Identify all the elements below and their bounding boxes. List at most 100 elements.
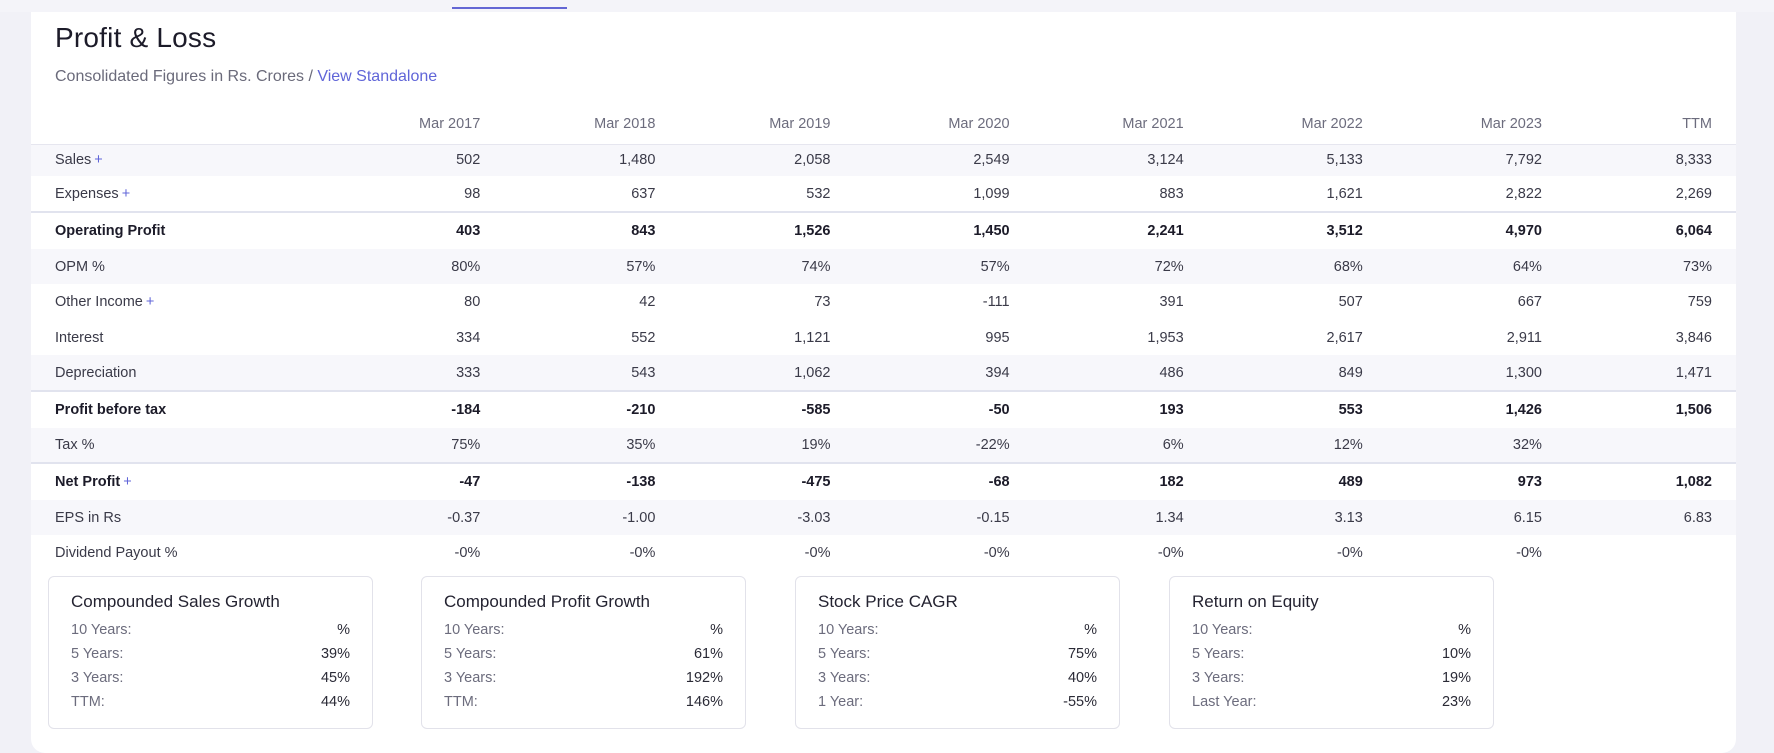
row-label[interactable]: Sales + [31,144,327,176]
table-cell: 1,953 [1147,329,1184,346]
box-row: Last Year: 23% [1192,690,1471,714]
row-label[interactable]: Expenses + [31,176,326,212]
box-row: TTM: 44% [71,690,350,714]
interest-row: Interest 334 552 1,121 995 1,953 2,617 2,911 3,8… [31,320,1736,355]
sales-row: Sales +502 1,480 2,058 2,549 3,124 5,133 7,792 8… [31,144,1736,176]
table-cell: 333 [326,355,505,391]
box-row: 5 Years: 75% [818,642,1097,666]
table-cell: 502 [326,144,505,176]
box-row-label: 3 Years: [71,670,124,686]
depreciation-row: Depreciation 333 543 1,062 394 486 849 1,300 1,4… [31,355,1736,391]
table-cell: 1,300 [1386,355,1566,391]
subtitle-text: Consolidated Figures in Rs. Crores [55,68,304,85]
table-cell: 1,062 [679,355,855,391]
table-cell: 6,064 [1565,211,1736,249]
column-header[interactable]: Mar 2021 [1033,104,1208,145]
row-label: OPM % [31,249,327,284]
box-row-label: 3 Years: [818,670,871,686]
table-cell: 3,846 [1675,329,1712,346]
table-cell: 1,621 [1326,185,1363,202]
box-row-value: % [1458,622,1471,638]
box-row-label: 5 Years: [1192,646,1245,662]
net-profit-row: Net Profit + -47 -138 -475 -68 182 489 973 1,082 [31,462,1736,500]
compounded-sales-growth-box: Compounded Sales Growth 10 Years:% 5 Years… [48,576,373,729]
row-label[interactable]: Net Profit + [31,462,327,500]
box-row: 5 Years: 10% [1192,642,1471,666]
table-cell: 553 [1207,390,1387,428]
compounded-profit-growth-box: Compounded Profit Growth 10 Years:% 5 Year… [421,576,746,729]
table-cell: 1,121 [794,329,831,346]
box-row-label: 3 Years: [1192,670,1245,686]
table-cell: -0.37 [326,500,505,535]
table-cell [1566,535,1736,571]
column-header[interactable]: Mar 2022 [1207,104,1387,145]
table-cell: 532 [806,185,831,202]
row-label-text: Depreciation [55,364,137,381]
table-cell: 57% [854,249,1034,284]
row-label-text: Dividend Payout % [55,545,178,561]
dividend-payout-row: Dividend Payout % -0% -0% -0% -0% -0% -0% -0% [31,535,1736,571]
column-header[interactable]: Mar 2023 [1386,104,1566,145]
box-row-value: % [337,622,350,638]
row-label-text: Operating Profit [55,223,166,239]
expand-plus-icon[interactable]: + [94,152,103,169]
table-cell: -0% [629,545,656,561]
column-header[interactable]: Mar 2020 [854,104,1034,145]
expand-plus-icon[interactable]: + [123,474,132,490]
expand-plus-icon[interactable]: + [121,185,131,202]
box-row-value: 10% [1441,646,1471,662]
section-title: Profit & Loss [55,22,217,53]
box-row-label: 5 Years: [71,646,124,662]
row-label: Profit before tax [31,390,327,428]
column-header[interactable]: TTM [1565,104,1736,145]
row-label: Tax % [31,428,327,463]
table-cell: 995 [985,329,1010,346]
column-header[interactable]: Mar 2018 [504,104,680,145]
row-label-text: Interest [55,329,104,346]
box-row: 10 Years:% [71,618,350,642]
view-standalone-link[interactable]: View Standalone [317,68,438,85]
column-header[interactable]: Mar 2019 [679,104,855,145]
table-cell: 73 [814,294,831,310]
header-label-cell [31,104,327,145]
box-row-label: 10 Years: [818,622,879,638]
box-row-label: 10 Years: [444,622,505,638]
expenses-row: Expenses +98 637 532 1,099 883 1,621 2,822 2,269 [31,176,1736,212]
expand-plus-icon[interactable]: + [145,294,155,310]
box-title: Compounded Sales Growth [71,592,280,611]
table-cell: 2,241 [1033,211,1208,249]
column-header[interactable]: Mar 2017 [326,104,505,145]
box-row: 10 Years:% [818,618,1097,642]
table-cell: 3,512 [1207,211,1387,249]
table-header-row: Mar 2017 Mar 2018 Mar 2019 Mar 2020 Mar … [31,104,1736,145]
box-row-value: 39% [320,646,350,662]
row-label-text: Sales [55,152,92,169]
table-cell: 7,792 [1386,144,1566,176]
table-cell: 2,549 [854,144,1034,176]
table-cell: -0% [1337,545,1363,561]
table-cell: 1.34 [1033,500,1208,535]
table-cell: 32% [1386,428,1566,463]
box-row-value: 146% [685,694,723,710]
table-cell: -1.00 [504,500,680,535]
row-label: Interest [31,320,326,355]
row-label[interactable]: Other Income + [31,284,326,320]
row-label-text: Profit before tax [55,402,167,418]
table-cell: 1,082 [1565,462,1736,500]
table-cell: -50 [854,390,1034,428]
eps-row: EPS in Rs -0.37 -1.00 -3.03 -0.15 1.34 3.13 6.1… [31,500,1736,535]
table-cell: 973 [1386,462,1566,500]
subtitle-separator: / [304,68,318,85]
table-cell: -475 [679,462,855,500]
box-row-value: 40% [1067,670,1097,686]
table-cell: 2,269 [1675,185,1712,202]
table-cell: 759 [1687,294,1712,310]
table-cell: 1,506 [1565,390,1736,428]
table-cell: -0% [1516,545,1542,561]
tax-row: Tax % 75% 35% 19% -22% 6% 12% 32% [31,428,1736,463]
table-cell: 394 [854,355,1034,391]
stock-price-cagr-box: Stock Price CAGR 10 Years:% 5 Years: 75% 3 Y… [795,576,1120,729]
table-cell: 637 [631,185,656,202]
table-cell: -0% [983,545,1010,561]
box-row: 3 Years: 192% [444,666,723,690]
